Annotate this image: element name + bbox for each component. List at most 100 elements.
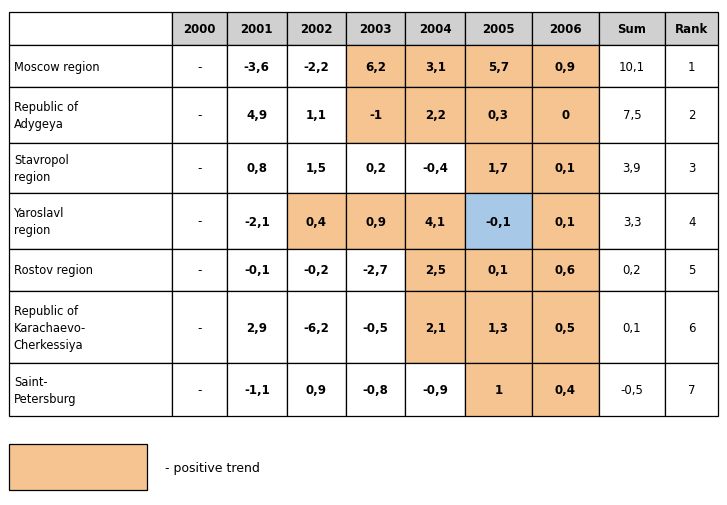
Bar xyxy=(598,291,665,364)
Bar xyxy=(227,364,286,417)
Bar xyxy=(9,88,172,143)
Bar xyxy=(406,364,465,417)
Text: - positive trend: - positive trend xyxy=(165,461,260,474)
Bar xyxy=(406,13,465,46)
Bar xyxy=(172,46,227,88)
Bar xyxy=(406,143,465,194)
Bar xyxy=(531,194,598,249)
Bar xyxy=(286,46,346,88)
Bar xyxy=(172,249,227,291)
Text: -3,6: -3,6 xyxy=(244,61,270,73)
Bar xyxy=(172,194,227,249)
Bar xyxy=(406,291,465,364)
Text: -1,1: -1,1 xyxy=(244,384,270,396)
Text: -0,5: -0,5 xyxy=(620,384,643,396)
Text: 2003: 2003 xyxy=(359,23,392,36)
Text: Moscow region: Moscow region xyxy=(14,61,100,73)
Bar xyxy=(531,291,598,364)
Bar xyxy=(172,13,227,46)
Text: 3,9: 3,9 xyxy=(622,162,641,175)
Bar xyxy=(172,291,227,364)
Bar xyxy=(346,46,406,88)
Text: -: - xyxy=(197,61,201,73)
Text: 0,8: 0,8 xyxy=(246,162,268,175)
Text: -: - xyxy=(197,321,201,334)
Bar xyxy=(286,13,346,46)
Text: -0,1: -0,1 xyxy=(244,264,270,277)
Bar xyxy=(406,194,465,249)
Text: 0,6: 0,6 xyxy=(555,264,576,277)
Bar xyxy=(598,143,665,194)
Text: 10,1: 10,1 xyxy=(619,61,645,73)
Text: 6: 6 xyxy=(688,321,696,334)
Bar xyxy=(286,364,346,417)
Text: 0,9: 0,9 xyxy=(365,215,386,228)
Text: Yaroslavl
region: Yaroslavl region xyxy=(14,207,64,236)
Text: 1,3: 1,3 xyxy=(488,321,509,334)
Text: 0,2: 0,2 xyxy=(365,162,386,175)
Text: 0,3: 0,3 xyxy=(488,109,509,122)
Text: 2,9: 2,9 xyxy=(246,321,268,334)
Text: 1: 1 xyxy=(494,384,502,396)
Bar xyxy=(286,249,346,291)
Text: 3,3: 3,3 xyxy=(622,215,641,228)
Text: 7: 7 xyxy=(688,384,696,396)
Text: Rank: Rank xyxy=(675,23,708,36)
Text: Republic of
Karachaevo-
Cherkessiya: Republic of Karachaevo- Cherkessiya xyxy=(14,304,86,351)
Bar xyxy=(598,13,665,46)
Text: 2,5: 2,5 xyxy=(425,264,446,277)
Bar xyxy=(9,46,172,88)
Bar xyxy=(665,364,718,417)
Text: 0,1: 0,1 xyxy=(555,162,576,175)
Text: 2002: 2002 xyxy=(300,23,332,36)
Bar xyxy=(465,291,531,364)
Bar xyxy=(598,194,665,249)
Bar xyxy=(465,364,531,417)
Bar xyxy=(665,143,718,194)
Text: -0,1: -0,1 xyxy=(486,215,511,228)
Bar xyxy=(227,13,286,46)
Bar xyxy=(346,13,406,46)
Text: 7,5: 7,5 xyxy=(622,109,641,122)
Bar xyxy=(406,249,465,291)
Text: 0: 0 xyxy=(561,109,569,122)
Bar xyxy=(531,364,598,417)
Text: 2006: 2006 xyxy=(549,23,582,36)
Text: 2001: 2001 xyxy=(241,23,273,36)
Text: 1,7: 1,7 xyxy=(488,162,509,175)
Text: Republic of
Adygeya: Republic of Adygeya xyxy=(14,100,78,131)
Text: Rostov region: Rostov region xyxy=(14,264,93,277)
Bar xyxy=(531,88,598,143)
Bar xyxy=(665,46,718,88)
Text: -: - xyxy=(197,264,201,277)
Bar xyxy=(346,249,406,291)
Text: -2,7: -2,7 xyxy=(363,264,389,277)
Bar xyxy=(531,249,598,291)
Bar xyxy=(227,46,286,88)
Bar xyxy=(172,88,227,143)
Text: 6,2: 6,2 xyxy=(365,61,386,73)
Bar xyxy=(531,46,598,88)
Text: 2000: 2000 xyxy=(183,23,216,36)
Bar xyxy=(406,46,465,88)
Bar xyxy=(465,88,531,143)
Bar xyxy=(227,249,286,291)
Bar xyxy=(598,88,665,143)
Text: 3,1: 3,1 xyxy=(425,61,446,73)
Text: 3: 3 xyxy=(688,162,696,175)
Text: 1,1: 1,1 xyxy=(306,109,326,122)
Text: 0,9: 0,9 xyxy=(306,384,326,396)
Text: 0,1: 0,1 xyxy=(488,264,509,277)
Text: 2005: 2005 xyxy=(482,23,515,36)
Text: -: - xyxy=(197,215,201,228)
Bar xyxy=(227,143,286,194)
Bar xyxy=(346,291,406,364)
Bar xyxy=(9,364,172,417)
Bar xyxy=(465,249,531,291)
Text: -: - xyxy=(197,162,201,175)
Text: Sum: Sum xyxy=(617,23,646,36)
Bar xyxy=(465,46,531,88)
Bar xyxy=(465,194,531,249)
Text: -2,2: -2,2 xyxy=(303,61,329,73)
Text: 0,4: 0,4 xyxy=(306,215,326,228)
